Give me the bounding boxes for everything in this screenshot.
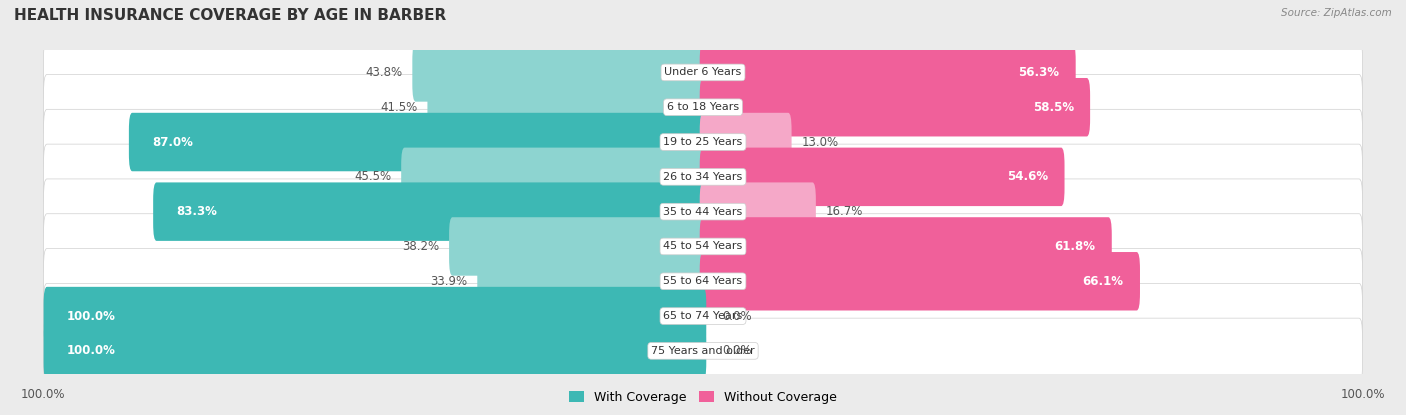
Text: 26 to 34 Years: 26 to 34 Years [664,172,742,182]
Text: 75 Years and older: 75 Years and older [651,346,755,356]
FancyBboxPatch shape [401,148,706,206]
FancyBboxPatch shape [44,40,1362,105]
Text: Under 6 Years: Under 6 Years [665,67,741,78]
Text: 100.0%: 100.0% [66,344,115,357]
Text: 61.8%: 61.8% [1054,240,1095,253]
FancyBboxPatch shape [412,43,706,102]
Text: 43.8%: 43.8% [366,66,402,79]
Text: 100.0%: 100.0% [1340,388,1385,401]
Text: 100.0%: 100.0% [66,310,115,322]
Text: 54.6%: 54.6% [1007,170,1047,183]
Text: 0.0%: 0.0% [723,344,752,357]
Text: 38.2%: 38.2% [402,240,439,253]
FancyBboxPatch shape [44,214,1362,279]
FancyBboxPatch shape [44,179,1362,244]
FancyBboxPatch shape [44,249,1362,314]
FancyBboxPatch shape [449,217,706,276]
Text: HEALTH INSURANCE COVERAGE BY AGE IN BARBER: HEALTH INSURANCE COVERAGE BY AGE IN BARB… [14,8,446,23]
Text: 83.3%: 83.3% [176,205,217,218]
Text: 19 to 25 Years: 19 to 25 Years [664,137,742,147]
Text: 6 to 18 Years: 6 to 18 Years [666,102,740,112]
FancyBboxPatch shape [477,252,706,310]
FancyBboxPatch shape [44,75,1362,140]
FancyBboxPatch shape [700,78,1090,137]
Legend: With Coverage, Without Coverage: With Coverage, Without Coverage [564,386,842,409]
FancyBboxPatch shape [44,322,706,380]
Text: 56.3%: 56.3% [1018,66,1059,79]
FancyBboxPatch shape [700,217,1112,276]
Text: 0.0%: 0.0% [723,310,752,322]
FancyBboxPatch shape [129,113,706,171]
FancyBboxPatch shape [427,78,706,137]
Text: 45 to 54 Years: 45 to 54 Years [664,242,742,251]
FancyBboxPatch shape [700,148,1064,206]
FancyBboxPatch shape [44,283,1362,349]
Text: 35 to 44 Years: 35 to 44 Years [664,207,742,217]
FancyBboxPatch shape [700,252,1140,310]
Text: 65 to 74 Years: 65 to 74 Years [664,311,742,321]
FancyBboxPatch shape [700,183,815,241]
Text: 66.1%: 66.1% [1083,275,1123,288]
Text: 41.5%: 41.5% [381,101,418,114]
FancyBboxPatch shape [700,113,792,171]
FancyBboxPatch shape [153,183,706,241]
Text: 13.0%: 13.0% [801,136,838,149]
Text: 55 to 64 Years: 55 to 64 Years [664,276,742,286]
FancyBboxPatch shape [700,43,1076,102]
FancyBboxPatch shape [44,318,1362,383]
FancyBboxPatch shape [44,144,1362,210]
Text: 87.0%: 87.0% [152,136,193,149]
Text: 16.7%: 16.7% [825,205,863,218]
Text: 100.0%: 100.0% [21,388,66,401]
FancyBboxPatch shape [44,109,1362,175]
Text: 58.5%: 58.5% [1032,101,1074,114]
Text: 33.9%: 33.9% [430,275,467,288]
Text: 45.5%: 45.5% [354,170,391,183]
FancyBboxPatch shape [44,287,706,345]
Text: Source: ZipAtlas.com: Source: ZipAtlas.com [1281,8,1392,18]
